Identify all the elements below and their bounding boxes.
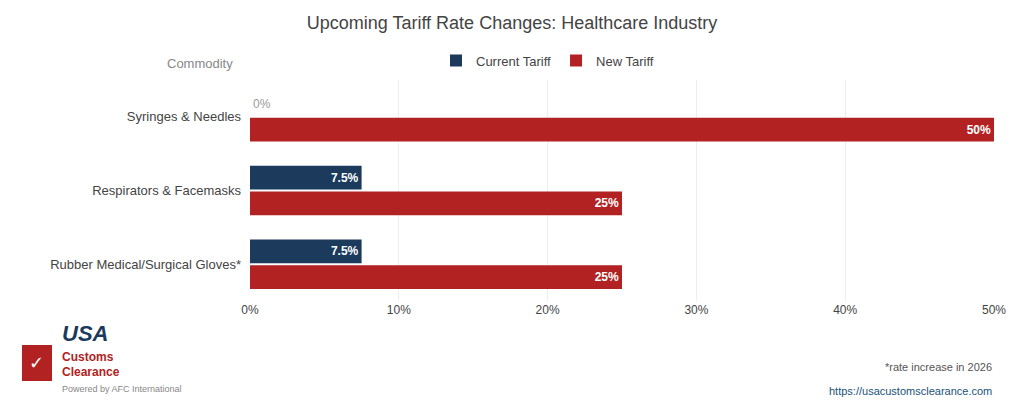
svg-text:7.5%: 7.5% <box>331 171 359 185</box>
svg-text:Syringes & Needles: Syringes & Needles <box>127 109 242 124</box>
svg-text:https://usacustomsclearance.co: https://usacustomsclearance.com <box>829 385 992 397</box>
svg-text:✓: ✓ <box>29 353 44 373</box>
svg-text:Respirators & Facemasks: Respirators & Facemasks <box>92 183 241 198</box>
svg-text:Clearance: Clearance <box>62 365 120 379</box>
svg-text:25%: 25% <box>595 196 619 210</box>
svg-text:Customs: Customs <box>62 350 114 364</box>
svg-text:40%: 40% <box>833 303 857 317</box>
svg-text:0%: 0% <box>253 97 271 111</box>
svg-text:30%: 30% <box>684 303 708 317</box>
svg-text:Commodity: Commodity <box>167 56 233 71</box>
svg-text:Current Tariff: Current Tariff <box>476 54 551 69</box>
svg-text:7.5%: 7.5% <box>331 244 359 258</box>
svg-text:50%: 50% <box>967 123 991 137</box>
svg-text:20%: 20% <box>536 303 560 317</box>
svg-text:Upcoming Tariff Rate Changes:: Upcoming Tariff Rate Changes: Healthcare… <box>307 13 718 33</box>
svg-text:50%: 50% <box>982 303 1006 317</box>
svg-text:New Tariff: New Tariff <box>596 54 654 69</box>
svg-text:*rate increase in 2026: *rate increase in 2026 <box>885 361 992 373</box>
svg-text:Rubber Medical/Surgical Gloves: Rubber Medical/Surgical Gloves* <box>50 257 241 272</box>
svg-text:USA: USA <box>62 321 108 346</box>
svg-text:0%: 0% <box>241 303 259 317</box>
svg-text:25%: 25% <box>595 270 619 284</box>
svg-text:Powered by AFC International: Powered by AFC International <box>62 384 182 394</box>
svg-text:10%: 10% <box>387 303 411 317</box>
